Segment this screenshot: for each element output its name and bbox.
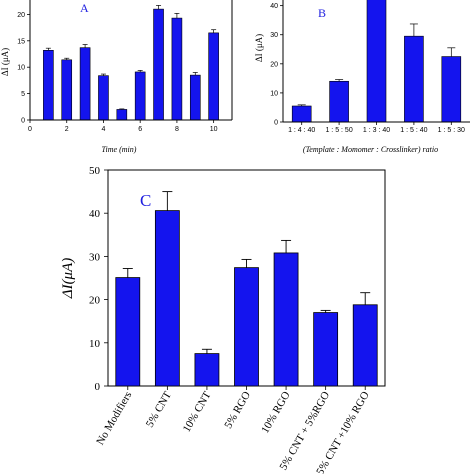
panel-a-y-tick-label: 0 (21, 118, 25, 125)
panel-a-y-axis-title: ΔI (μA) (0, 48, 10, 76)
panel-c-x-tick-label: 5% CNT (144, 389, 174, 429)
panel-c-bar (313, 312, 339, 387)
panel-a-bar (171, 17, 183, 121)
panel-b-bar (366, 0, 387, 123)
panel-c-x-tick-label: 10% CNT (181, 389, 214, 434)
panel-b-x-tick-label: 1 : 5 : 40 (400, 127, 427, 134)
panel-c-bar (194, 353, 220, 387)
panel-c-y-tick-label: 50 (89, 165, 101, 177)
panel-c-x-tick-label: 5% RGO (222, 389, 253, 430)
panel-a-x-tick-label: 6 (138, 126, 142, 133)
panel-b-bar (329, 80, 349, 123)
panel-b-y-tick-label: 10 (270, 90, 278, 97)
panel-b-x-tick-label: 1 : 4 : 40 (288, 127, 315, 134)
panel-a-chart: 0 5 10 15 20 0 2 4 6 8 10 Time (min) ΔI (μA) A (0, 0, 233, 154)
panel-b-bar (404, 35, 424, 123)
panel-a-bar (116, 109, 128, 121)
panel-a-x-tick-label: 0 (28, 126, 32, 133)
panel-a-bar (189, 74, 201, 121)
panel-a-bar (153, 8, 164, 121)
panel-c-y-tick-label: 30 (89, 251, 101, 263)
panel-b-letter: B (318, 6, 326, 20)
panel-a-bar (79, 47, 91, 121)
panel-a-bar (61, 59, 73, 121)
panel-b-x-axis-title: (Template : Momomer : Crosslinker) ratio (303, 145, 438, 154)
panel-a-x-tick-label: 2 (65, 126, 69, 133)
panel-b-y-tick-label: 30 (270, 32, 278, 39)
panel-a-y-tick-label: 5 (21, 91, 25, 98)
panel-c-bar (234, 267, 259, 387)
panel-b-bar (441, 56, 462, 123)
panel-c-bar (154, 210, 180, 387)
panel-a-x-tick-label: 8 (175, 126, 179, 133)
panel-c-y-axis-title: ΔI(μA) (60, 258, 76, 299)
panel-a-y-tick-label: 15 (17, 38, 25, 45)
panel-a-x-axis-title: Time (min) (102, 145, 137, 154)
panel-a-bar (208, 32, 219, 121)
panel-a-x-tick-label: 10 (210, 126, 218, 133)
panel-b-x-tick-label: 1 : 5 : 30 (438, 127, 465, 134)
panel-b-y-tick-label: 0 (274, 120, 278, 127)
panel-c-x-tick-label: No Modifiers (94, 390, 134, 448)
panel-b-chart: 1 : 4 : 40 1 : 5 : 50 1 : 3 : 40 1 : 5 : 40… (254, 0, 470, 154)
panel-b-y-axis-title: ΔI (μA) (254, 34, 264, 62)
panel-b-y-tick-label: 40 (270, 3, 278, 10)
panel-a-letter: A (80, 1, 89, 15)
panel-c-x-tick-label: 10% RGO (259, 389, 292, 435)
panel-c-y-tick-label: 10 (89, 338, 101, 350)
panel-b-x-tick-label: 1 : 3 : 40 (363, 127, 390, 134)
panel-a-bar (98, 75, 109, 121)
panel-a-bar (134, 71, 146, 121)
panel-c-bar (352, 304, 378, 387)
panel-a-y-tick-label: 20 (17, 12, 25, 19)
panel-c-y-tick-label: 20 (89, 295, 101, 307)
panel-a-x-tick-label: 4 (102, 126, 106, 133)
panel-c-chart: No Modifiers 5% CNT 10% CNT 5% RGO 10% RGO5%… (60, 165, 386, 474)
panel-b-x-tick-label: 1 : 5 : 50 (325, 127, 352, 134)
panel-b-y-tick-label: 20 (270, 61, 278, 68)
panel-c-letter: C (140, 191, 151, 210)
panel-b-bar (291, 105, 312, 123)
panel-c-bar (115, 277, 141, 387)
panel-c-y-tick-label: 40 (89, 208, 101, 220)
panel-c-y-tick-label: 0 (95, 381, 101, 393)
panel-c-bar (273, 252, 299, 387)
panel-a-bar (43, 50, 54, 121)
panel-a-y-tick-label: 10 (17, 65, 25, 72)
